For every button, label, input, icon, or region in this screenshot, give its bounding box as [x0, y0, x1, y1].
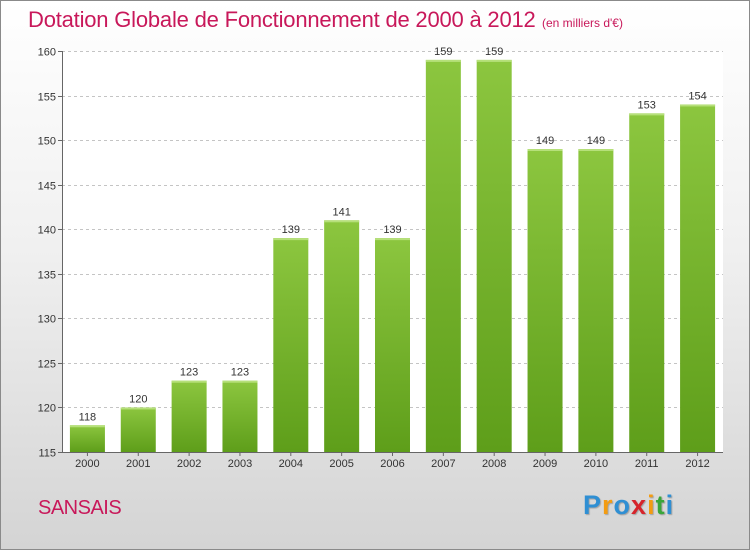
bar [476, 59, 512, 453]
bar-value-label: 139 [282, 224, 300, 236]
bar-value-label: 120 [129, 393, 147, 405]
bar-highlight [171, 380, 207, 383]
bar [222, 380, 258, 452]
x-tick-label: 2002 [177, 458, 201, 470]
x-tick-label: 2008 [482, 458, 506, 470]
bar-value-label: 159 [434, 46, 452, 58]
bar-highlight [578, 149, 614, 152]
bar-highlight [425, 59, 461, 62]
bar-value-label: 139 [383, 224, 401, 236]
x-tick-label: 2010 [584, 458, 608, 470]
y-tick-label: 150 [38, 136, 56, 148]
bar [375, 238, 410, 452]
bar [578, 149, 614, 452]
x-tick-label: 2004 [279, 458, 303, 470]
bar [324, 220, 360, 452]
y-tick-label: 155 [38, 92, 56, 104]
bar-highlight [476, 59, 512, 62]
bar [171, 380, 207, 452]
bar-highlight [527, 149, 563, 152]
bar [273, 238, 309, 452]
y-tick-label: 160 [38, 47, 56, 59]
x-tick-label: 2003 [228, 458, 252, 470]
bar-highlight [69, 425, 105, 428]
bar-value-label: 149 [536, 135, 554, 147]
logo-letter: o [613, 490, 632, 520]
y-tick-label: 120 [38, 403, 56, 415]
bar [629, 113, 665, 452]
bar-value-label: 153 [638, 99, 656, 111]
bar-value-label: 141 [332, 206, 350, 218]
x-tick-label: 2001 [126, 458, 150, 470]
bar [425, 59, 461, 453]
bar [527, 149, 563, 452]
bar-value-label: 118 [79, 411, 97, 423]
y-tick-label: 145 [38, 181, 56, 193]
bar-highlight [222, 380, 258, 383]
y-tick-label: 130 [38, 314, 56, 326]
bar [680, 104, 716, 452]
logo-letter: r [602, 490, 614, 520]
y-tick-label: 140 [38, 225, 56, 237]
y-tick-label: 125 [38, 359, 56, 371]
bar [120, 407, 156, 452]
logo-letter: t [655, 490, 666, 520]
bar-highlight [375, 238, 410, 241]
bar-value-label: 123 [231, 367, 249, 379]
commune-name: SANSAIS [38, 497, 122, 519]
chart-subtitle: (en milliers d'€) [542, 16, 623, 30]
logo-letter: x [631, 490, 648, 520]
proxiti-logo: Proxiti [583, 490, 674, 521]
bar-highlight [680, 104, 716, 107]
bar-highlight [273, 238, 309, 241]
logo-letter: i [665, 490, 675, 520]
logo-letter: i [647, 490, 656, 520]
x-tick-label: 2000 [75, 458, 99, 470]
x-tick-label: 2012 [685, 458, 709, 470]
x-tick-label: 2011 [635, 458, 659, 470]
bar-value-label: 149 [587, 135, 605, 147]
bar-highlight [324, 220, 360, 223]
bar-value-label: 123 [180, 367, 198, 379]
bar-value-label: 154 [688, 90, 706, 102]
bar-value-label: 159 [485, 46, 503, 58]
y-tick-label: 135 [38, 270, 56, 282]
bar [69, 425, 105, 452]
x-tick-label: 2006 [380, 458, 404, 470]
bar-highlight [120, 407, 156, 410]
x-tick-label: 2009 [533, 458, 557, 470]
y-tick-label: 115 [38, 448, 56, 460]
x-tick-label: 2005 [329, 458, 353, 470]
chart-title: Dotation Globale de Fonctionnement de 20… [28, 7, 536, 32]
bar-highlight [629, 113, 665, 116]
x-tick-label: 2007 [431, 458, 455, 470]
logo-letter: P [583, 490, 603, 520]
